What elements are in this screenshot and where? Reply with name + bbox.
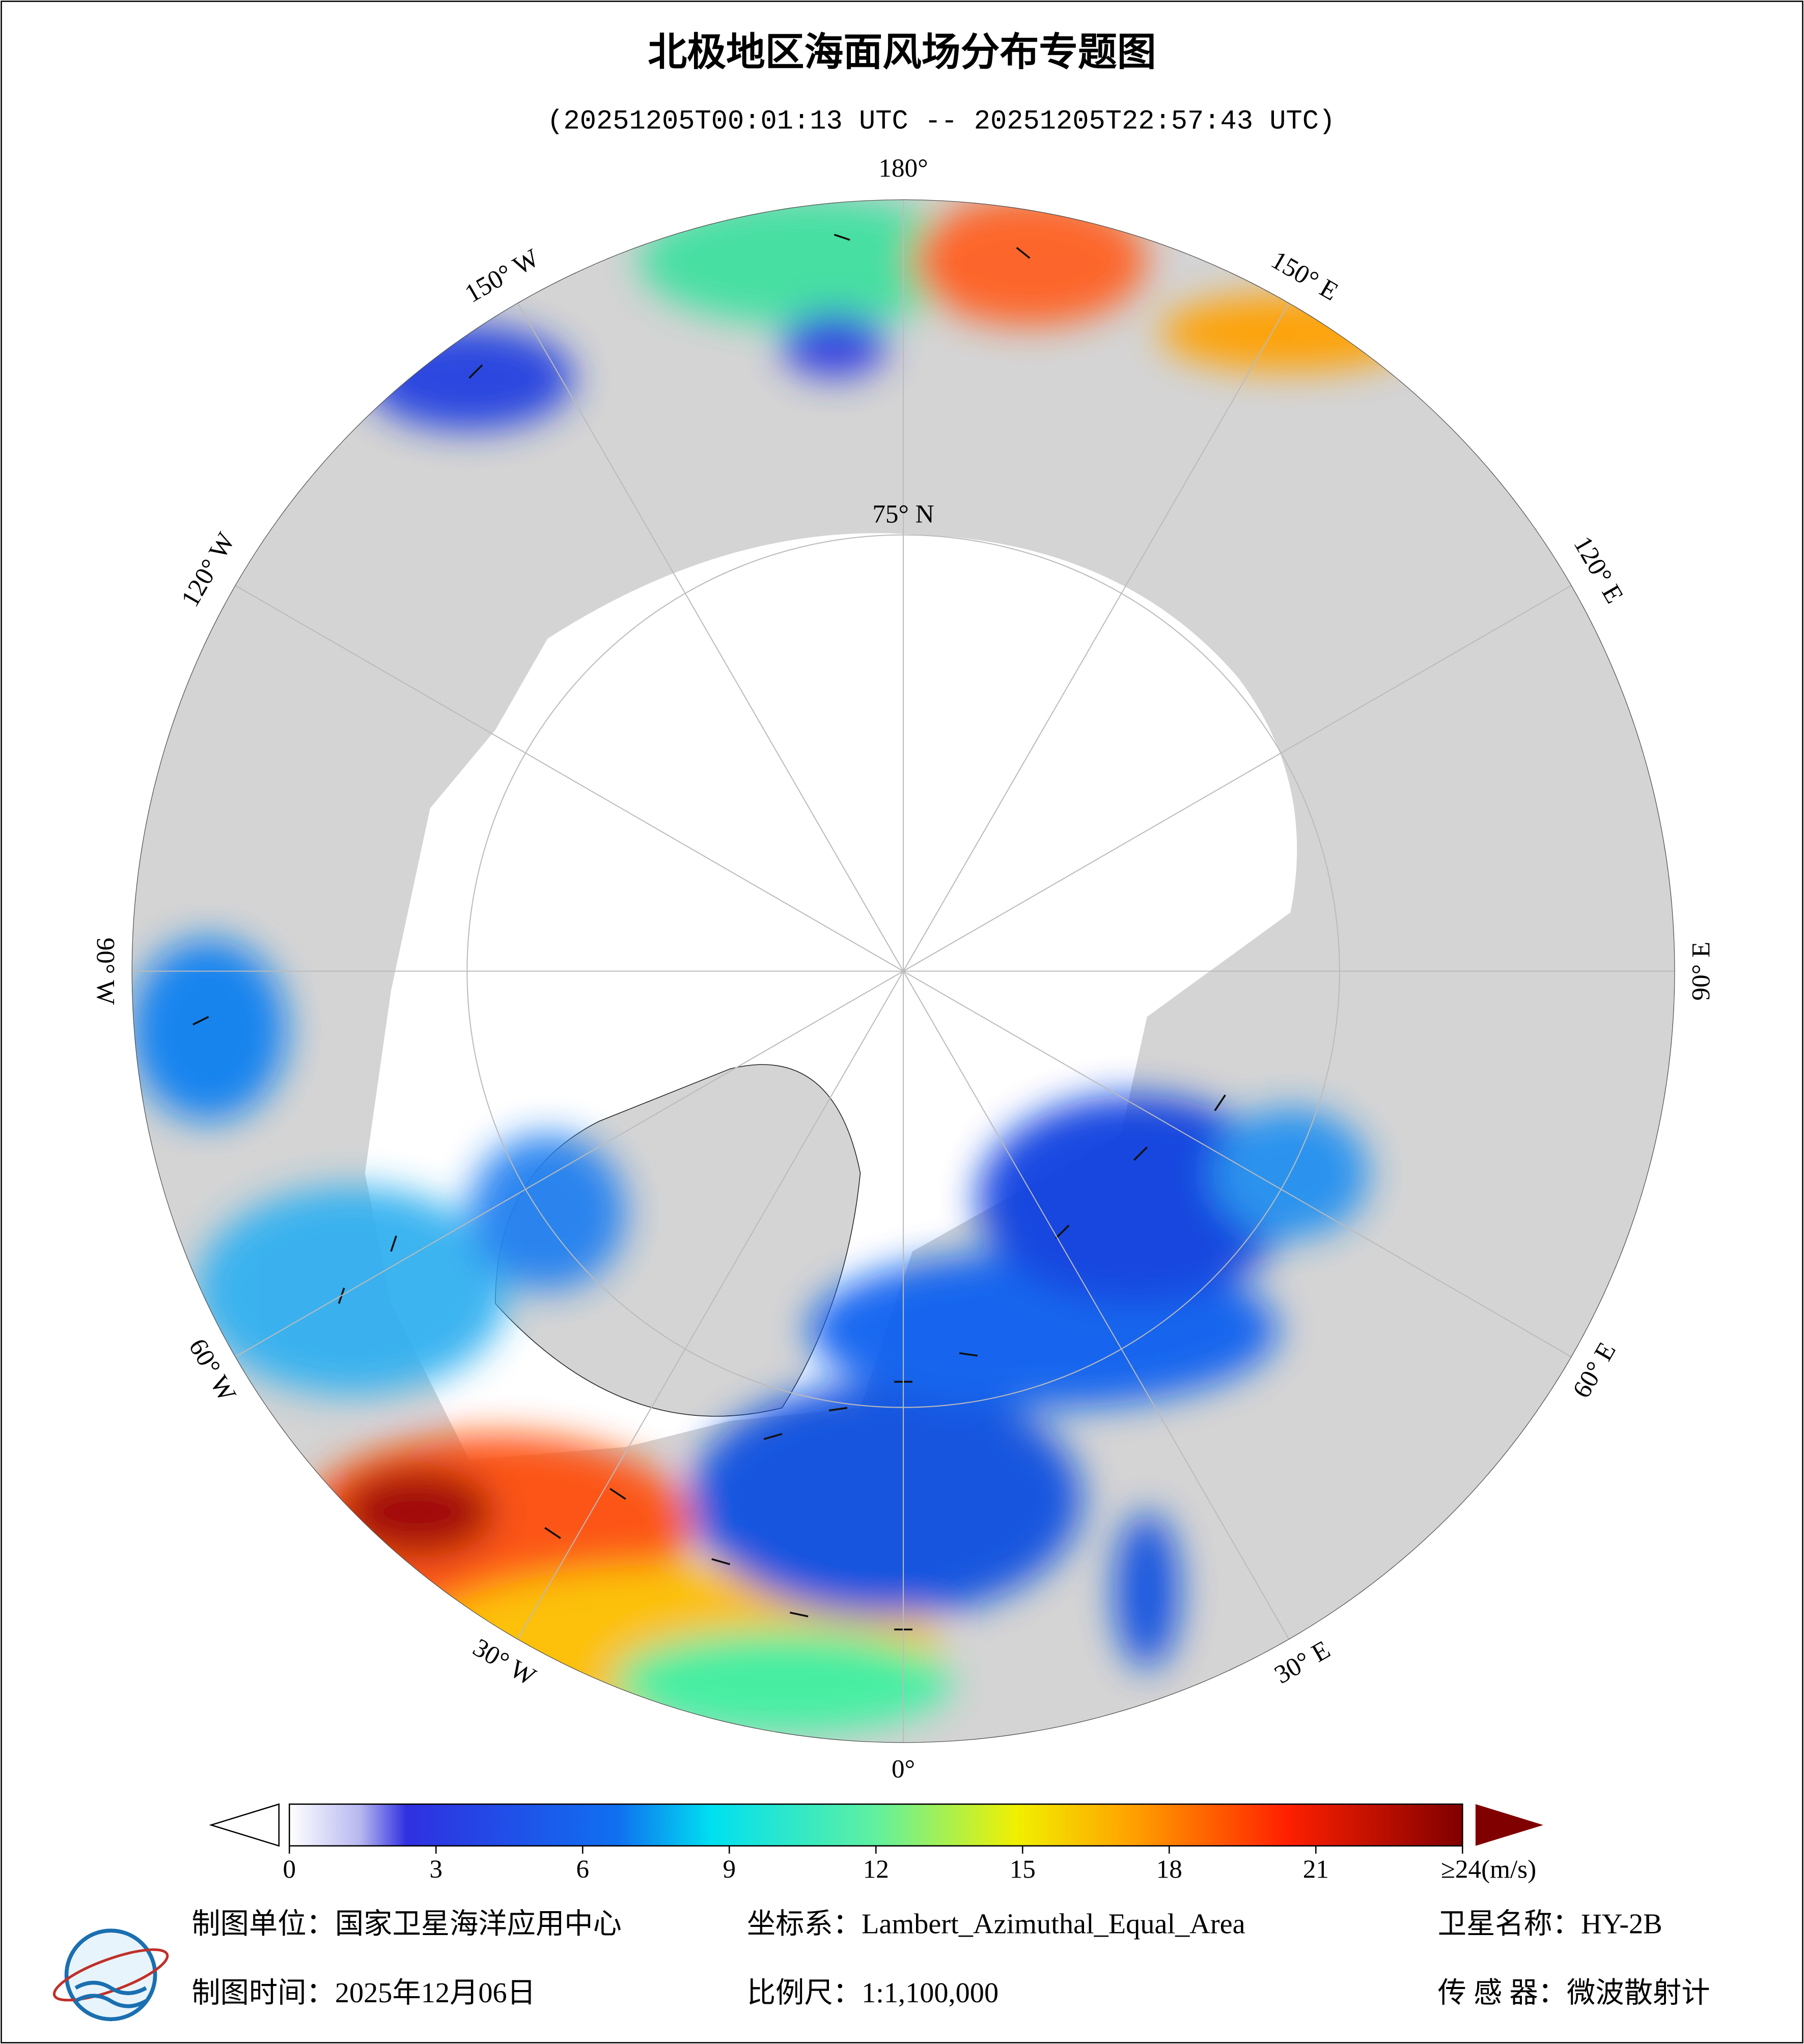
- lon-label: 180°: [878, 154, 928, 183]
- title: 北极地区海面风场分布专题图: [648, 30, 1156, 75]
- meridian: [235, 584, 904, 972]
- meridian: [517, 302, 904, 972]
- lat-label: 75° N: [872, 500, 934, 529]
- lon-label: 0°: [892, 1755, 915, 1784]
- colorbar-tick-label: 21: [1303, 1855, 1329, 1884]
- colorbar-bar: [289, 1803, 1463, 1847]
- map: [131, 199, 1675, 1743]
- colorbar-tick-label: 0: [283, 1855, 296, 1884]
- footer-projection: 坐标系：Lambert_Azimuthal_Equal_Area: [747, 1908, 1245, 1940]
- subtitle: (20251205T00:01:13 UTC -- 20251205T22:57…: [547, 106, 1335, 137]
- colorbar-over: [1475, 1804, 1544, 1846]
- lon-label: 90° E: [1687, 942, 1716, 1001]
- meridian: [903, 584, 1572, 972]
- meridian: [903, 302, 1290, 972]
- colorbar-tick-label: 6: [576, 1855, 590, 1884]
- footer-sensor: 传 感 器：微波散射计: [1438, 1977, 1710, 2009]
- colorbar: [209, 1803, 1544, 1847]
- colorbar-tick-label: 3: [430, 1855, 443, 1884]
- colorbar-ticks: 0 3 6 9 12 15 18 21 ≥24(m/s): [283, 1845, 1536, 1884]
- footer-satellite: 卫星名称：HY-2B: [1438, 1908, 1662, 1940]
- footer-scale: 比例尺：1:1,100,000: [747, 1977, 998, 2009]
- graticule: [131, 199, 1675, 1743]
- colorbar-tick-label: 9: [723, 1855, 736, 1884]
- meridian: [903, 970, 1572, 1358]
- colorbar-tick-label: ≥24(m/s): [1441, 1855, 1536, 1884]
- logo: [52, 1928, 169, 2022]
- lon-label: 90° W: [91, 938, 120, 1005]
- parallel: [466, 534, 1340, 1408]
- colorbar-under: [209, 1803, 280, 1847]
- footer-date: 制图时间：2025年12月06日: [191, 1977, 536, 2009]
- colorbar-tick-label: 12: [863, 1855, 889, 1884]
- meridian: [903, 971, 1290, 1640]
- footer-maker: 制图单位：国家卫星海洋应用中心: [191, 1908, 622, 1940]
- meridian: [235, 970, 904, 1358]
- colorbar-tick-label: 15: [1010, 1855, 1036, 1884]
- meridian: [517, 971, 904, 1640]
- colorbar-tick-label: 18: [1156, 1855, 1182, 1884]
